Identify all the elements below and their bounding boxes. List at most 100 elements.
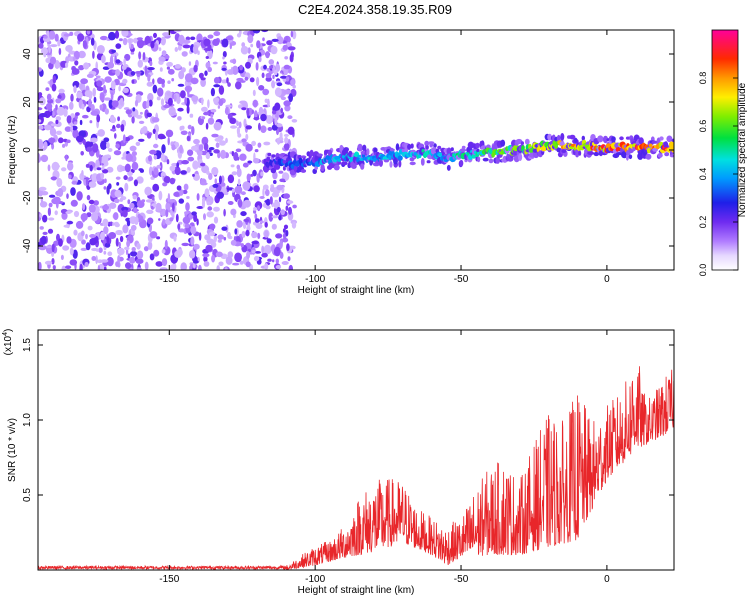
noise-speckle [48, 194, 56, 198]
noise-speckle [224, 267, 228, 270]
noise-speckle [92, 143, 99, 153]
noise-speckle [205, 56, 209, 59]
noise-speckle [276, 184, 284, 191]
ridge-halo [291, 169, 295, 176]
noise-speckle [103, 137, 110, 143]
noise-speckle [212, 38, 220, 47]
noise-speckle [73, 85, 77, 93]
noise-speckle [80, 151, 84, 156]
noise-speckle [223, 208, 226, 217]
noise-speckle [153, 249, 160, 257]
snr-x-axis-label: Height of straight line (km) [298, 585, 415, 596]
noise-speckle [48, 137, 56, 144]
noise-speckle [84, 90, 92, 98]
noise-speckle [291, 221, 297, 229]
noise-speckle [117, 247, 125, 256]
ridge-core [397, 155, 403, 161]
noise-speckle [86, 73, 94, 78]
noise-speckle [239, 64, 244, 71]
noise-speckle [263, 141, 271, 146]
noise-speckle [272, 74, 275, 80]
noise-speckle [253, 157, 260, 164]
noise-speckle [206, 201, 211, 206]
noise-speckle [138, 51, 142, 60]
noise-speckle [96, 167, 102, 171]
ridge-halo [569, 134, 576, 140]
noise-speckle [146, 132, 152, 139]
noise-speckle [163, 176, 171, 184]
noise-speckle [100, 231, 105, 241]
noise-speckle [190, 36, 196, 41]
snr-y-axis: 1.5 1.0 0.5 [22, 338, 674, 502]
noise-speckle [187, 124, 192, 130]
noise-speckle [233, 151, 239, 161]
noise-speckle [67, 161, 74, 171]
noise-speckle [225, 106, 229, 116]
noise-speckle [129, 145, 137, 152]
noise-speckle [281, 237, 289, 243]
noise-speckle [283, 143, 290, 151]
noise-speckle [152, 183, 160, 192]
noise-speckle [115, 59, 121, 64]
noise-speckle [191, 126, 195, 136]
noise-speckle [102, 218, 109, 227]
noise-speckle [239, 80, 246, 83]
noise-speckle [153, 154, 158, 160]
noise-speckle [184, 97, 188, 105]
noise-speckle [227, 231, 231, 239]
noise-speckle [108, 99, 113, 109]
noise-speckle [238, 30, 242, 36]
noise-speckle [121, 65, 127, 70]
noise-speckle [211, 133, 219, 138]
noise-speckle [184, 211, 189, 215]
noise-speckle [287, 126, 295, 135]
noise-speckle [232, 262, 240, 266]
ridge-halo [393, 158, 398, 165]
noise-speckle [257, 232, 261, 239]
noise-speckle [225, 256, 233, 265]
noise-speckle [114, 221, 119, 226]
noise-speckle [48, 44, 51, 53]
noise-speckle [275, 265, 282, 269]
noise-speckle [61, 167, 67, 172]
noise-speckle [72, 249, 78, 259]
noise-speckle [213, 216, 219, 224]
noise-speckle [264, 221, 268, 228]
noise-speckle [240, 243, 244, 248]
noise-speckle [133, 179, 138, 187]
noise-speckle [256, 40, 261, 49]
noise-speckle [51, 83, 57, 92]
noise-speckle [124, 53, 131, 61]
noise-speckle [183, 39, 191, 44]
noise-speckle [42, 214, 48, 223]
noise-speckle [88, 199, 95, 205]
noise-speckle [45, 57, 51, 64]
noise-speckle [85, 176, 89, 186]
noise-speckle [73, 229, 78, 236]
noise-speckle [227, 174, 235, 184]
noise-speckle [85, 163, 90, 168]
noise-speckle [166, 66, 170, 70]
noise-speckle [92, 87, 96, 97]
noise-speckle [204, 70, 208, 76]
noise-speckle [132, 107, 136, 112]
ridge-halo [401, 148, 405, 153]
noise-speckle [142, 100, 148, 110]
noise-speckle [106, 166, 114, 173]
noise-speckle [171, 78, 175, 82]
noise-speckle [207, 66, 212, 73]
noise-speckle [239, 153, 247, 161]
noise-speckle [98, 247, 103, 253]
noise-speckle [201, 106, 208, 112]
noise-speckle [177, 223, 181, 230]
noise-speckle [263, 244, 272, 255]
ridge-halo [657, 153, 663, 158]
noise-speckle [81, 103, 85, 110]
noise-speckle [167, 68, 175, 75]
noise-speckle [158, 190, 163, 201]
noise-speckle [247, 34, 254, 44]
noise-speckle [40, 235, 47, 245]
noise-speckle [114, 189, 122, 198]
noise-speckle [173, 191, 180, 197]
noise-speckle [118, 85, 121, 92]
